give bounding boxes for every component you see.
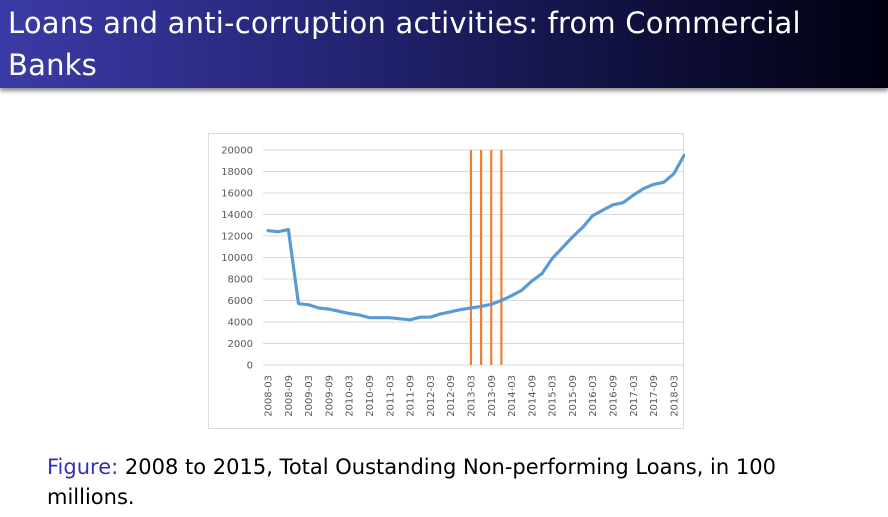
- x-tick-label: 2013-09: [487, 375, 498, 417]
- y-tick-label: 4000: [228, 318, 253, 329]
- x-tick-label: 2013-03: [466, 375, 477, 417]
- data-point: [531, 280, 533, 282]
- data-point: [277, 230, 279, 233]
- data-point: [561, 247, 564, 249]
- data-point: [551, 257, 553, 260]
- y-tick-label: 16000: [221, 189, 253, 200]
- data-point: [581, 226, 584, 229]
- caption-text: 2008 to 2015, Total Oustanding Non-perfo…: [47, 455, 776, 509]
- data-point: [449, 311, 452, 313]
- x-tick-label: 2016-03: [588, 375, 599, 417]
- data-point: [267, 229, 269, 232]
- x-tick-label: 2017-09: [649, 375, 660, 417]
- x-tick-label: 2010-09: [365, 375, 376, 417]
- data-point: [368, 316, 371, 319]
- data-point: [389, 316, 391, 319]
- y-tick-label: 10000: [221, 253, 253, 264]
- x-tick-label: 2009-03: [304, 375, 315, 417]
- x-tick-label: 2012-09: [446, 375, 457, 417]
- data-point: [318, 307, 320, 309]
- data-point: [287, 228, 290, 231]
- data-point: [358, 314, 361, 316]
- data-point: [429, 316, 432, 318]
- data-point: [419, 316, 421, 318]
- data-point: [622, 201, 624, 204]
- data-point: [297, 302, 300, 305]
- y-tick-label: 6000: [228, 296, 253, 307]
- data-point: [652, 183, 655, 186]
- x-tick-label: 2015-03: [548, 375, 559, 417]
- data-point: [602, 209, 604, 211]
- data-point: [348, 312, 350, 315]
- data-point: [328, 308, 330, 310]
- x-tick-label: 2014-09: [527, 375, 538, 417]
- data-point: [490, 303, 493, 306]
- data-point: [571, 236, 574, 238]
- data-point: [480, 305, 482, 308]
- y-tick-label: 20000: [221, 146, 253, 157]
- x-tick-label: 2010-03: [345, 375, 356, 417]
- data-point: [673, 172, 675, 175]
- x-tick-label: 2016-09: [608, 375, 619, 417]
- x-tick-label: 2015-09: [568, 375, 579, 417]
- data-point: [541, 272, 543, 275]
- data-point: [683, 154, 685, 157]
- x-tick-label: 2017-03: [629, 375, 640, 417]
- y-tick-label: 12000: [221, 232, 253, 243]
- x-tick-label: 2011-03: [385, 375, 396, 417]
- y-tick-label: 14000: [221, 210, 253, 221]
- x-tick-label: 2009-09: [324, 375, 335, 417]
- x-tick-label: 2014-03: [507, 375, 518, 417]
- series-line: [266, 153, 685, 322]
- x-tick-label: 2008-03: [264, 375, 275, 417]
- data-point: [591, 214, 594, 217]
- caption-label: Figure:: [47, 455, 119, 479]
- x-tick-label: 2018-03: [669, 375, 680, 417]
- data-point: [378, 316, 381, 319]
- data-point: [612, 204, 614, 206]
- x-tick-label: 2008-09: [284, 375, 295, 417]
- data-point: [500, 299, 503, 302]
- npl-line-chart: 0 2000 4000 6000 8000 10000 12000 14000 16000 180…: [221, 146, 685, 417]
- slide-title: Loans and anti-corruption activities: fr…: [8, 6, 801, 82]
- data-point: [338, 310, 340, 313]
- x-tick-label: 2012-03: [426, 375, 437, 417]
- data-point: [510, 294, 513, 297]
- y-tick-label: 8000: [228, 275, 253, 286]
- data-point: [409, 319, 411, 321]
- data-point: [399, 318, 401, 320]
- chart-figure: 0 2000 4000 6000 8000 10000 12000 14000 16000 180…: [208, 133, 685, 429]
- data-point: [470, 307, 472, 309]
- y-tick-label: 18000: [221, 167, 253, 178]
- data-point: [307, 304, 310, 306]
- x-tick-label: 2011-09: [406, 375, 417, 417]
- y-tick-label: 0: [247, 361, 253, 372]
- y-tick-label: 2000: [228, 339, 253, 350]
- data-point: [642, 187, 645, 190]
- slide-title-bar: Loans and anti-corruption activities: fr…: [0, 0, 888, 88]
- data-point: [520, 289, 523, 292]
- data-point: [460, 308, 462, 311]
- data-point: [632, 194, 635, 196]
- data-point: [662, 181, 665, 184]
- data-point: [439, 313, 442, 315]
- figure-caption: Figure: 2008 to 2015, Total Oustanding N…: [47, 452, 867, 512]
